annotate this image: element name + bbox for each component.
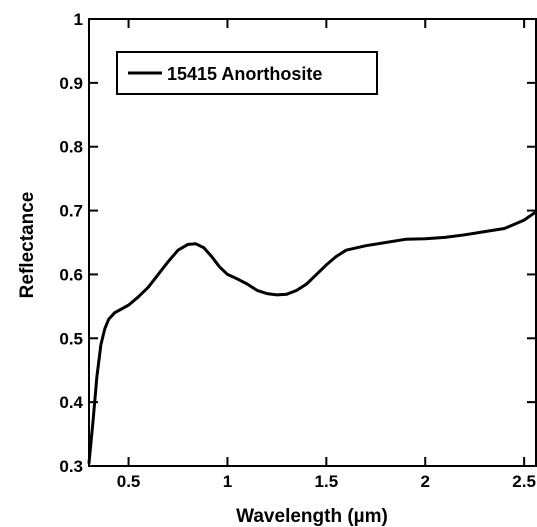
y-tick-label: 0.6 bbox=[59, 265, 83, 284]
x-tick-label: 1.5 bbox=[315, 472, 339, 491]
x-tick-label: 1 bbox=[223, 472, 232, 491]
y-tick-label: 0.9 bbox=[59, 74, 83, 93]
plot-frame bbox=[88, 18, 537, 467]
tick-labels: 0.5 1 1.5 2 2.5 0.3 0.4 0.5 0.6 0.7 0.8 0.9 1 bbox=[59, 10, 536, 491]
y-tick-label: 0.4 bbox=[59, 393, 83, 412]
legend: 15415 Anorthosite bbox=[116, 51, 378, 95]
y-tick-label: 1 bbox=[74, 10, 83, 29]
y-tick-label: 0.3 bbox=[59, 457, 83, 476]
legend-label: 15415 Anorthosite bbox=[167, 64, 322, 84]
y-tick-label: 0.5 bbox=[59, 329, 83, 348]
x-tick-label: 2.5 bbox=[512, 472, 536, 491]
x-axis-title: Wavelength (µm) bbox=[236, 506, 388, 527]
x-tick-label: 2 bbox=[421, 472, 430, 491]
series-line bbox=[87, 210, 537, 465]
y-axis-title: Reflectance bbox=[17, 192, 38, 299]
y-tick-label: 0.8 bbox=[59, 138, 83, 157]
x-tick-label: 0.5 bbox=[117, 472, 141, 491]
y-tick-label: 0.7 bbox=[59, 202, 83, 221]
